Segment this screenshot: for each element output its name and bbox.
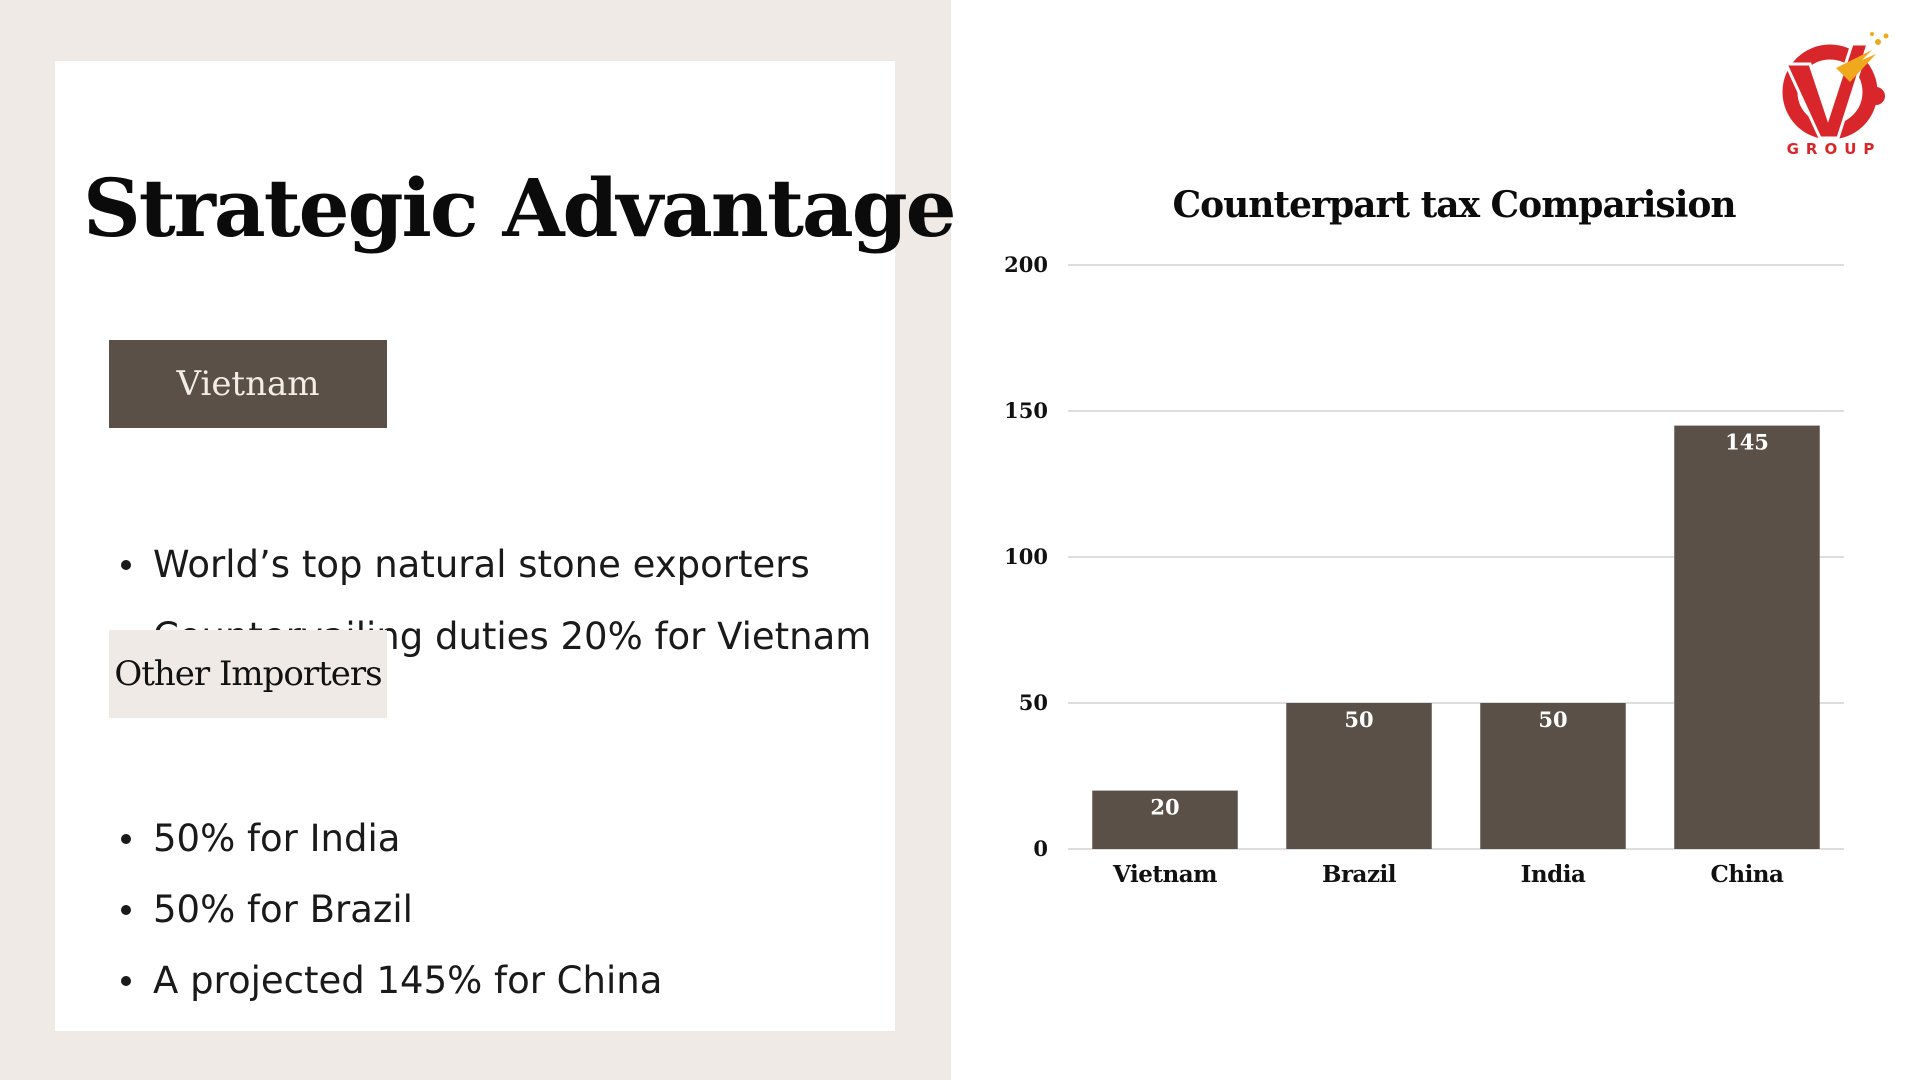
other-importers-bullet-list: 50% for India 50% for Brazil A projected…: [109, 803, 662, 1016]
y-tick-label: 100: [1004, 544, 1048, 569]
content-card: Strategic Advantage Vietnam World’s top …: [55, 61, 957, 1031]
x-axis-categories: Vietnam Brazil India China: [1112, 861, 1784, 888]
logo-wordmark: GROUP: [1787, 140, 1882, 158]
x-category-label: India: [1521, 861, 1586, 888]
section-label-other-importers: Other Importers: [109, 630, 387, 718]
vietnam-bullet-list: World’s top natural stone exporters Coun…: [109, 529, 871, 673]
section-label-vietnam: Vietnam: [109, 340, 387, 428]
chart-bars: 20 50 50 145: [1092, 425, 1820, 849]
x-category-label: Vietnam: [1112, 861, 1217, 888]
bar-brazil: [1286, 703, 1432, 849]
bullet-item: 50% for Brazil: [109, 874, 662, 945]
x-category-label: China: [1711, 861, 1784, 888]
chart-title: Counterpart tax Comparision: [1172, 184, 1736, 226]
y-axis-ticks: 0 50 100 150 200: [1004, 252, 1048, 861]
data-label: 50: [1344, 707, 1373, 732]
bar-vietnam: [1092, 790, 1238, 849]
vi-group-logo-icon: GROUP: [1782, 32, 1889, 158]
y-tick-label: 50: [1019, 690, 1048, 715]
data-label: 50: [1538, 707, 1567, 732]
slide-title: Strategic Advantage: [83, 161, 957, 255]
x-category-label: Brazil: [1322, 861, 1397, 888]
bullet-item: 50% for India: [109, 803, 662, 874]
y-tick-label: 200: [1004, 252, 1048, 277]
y-tick-label: 150: [1004, 398, 1048, 423]
bullet-item: World’s top natural stone exporters: [109, 529, 871, 601]
data-label: 145: [1725, 430, 1769, 455]
bar-china: [1674, 425, 1820, 849]
bar-chart: Counterpart tax Comparision 050100150200…: [1004, 184, 1844, 888]
y-tick-label: 0: [1033, 836, 1048, 861]
data-label: 20: [1150, 795, 1179, 820]
bullet-item: A projected 145% for China: [109, 945, 662, 1016]
bar-india: [1480, 703, 1626, 849]
